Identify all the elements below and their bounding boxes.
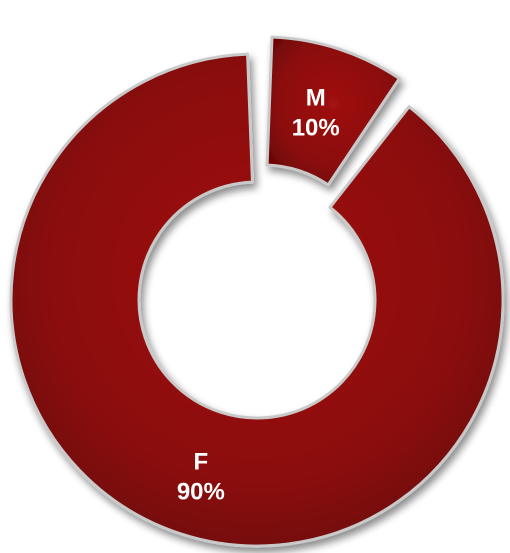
slice-label-name-f: F	[194, 449, 209, 476]
slices-layer	[9, 35, 505, 548]
slice-f	[9, 52, 505, 548]
labels-layer: M 10% F 90%	[177, 84, 340, 505]
slice-m	[265, 35, 401, 187]
slice-label-percent-f: 90%	[177, 479, 225, 506]
slice-label-name-m: M	[306, 84, 326, 111]
slice-label-percent-m: 10%	[292, 114, 340, 141]
